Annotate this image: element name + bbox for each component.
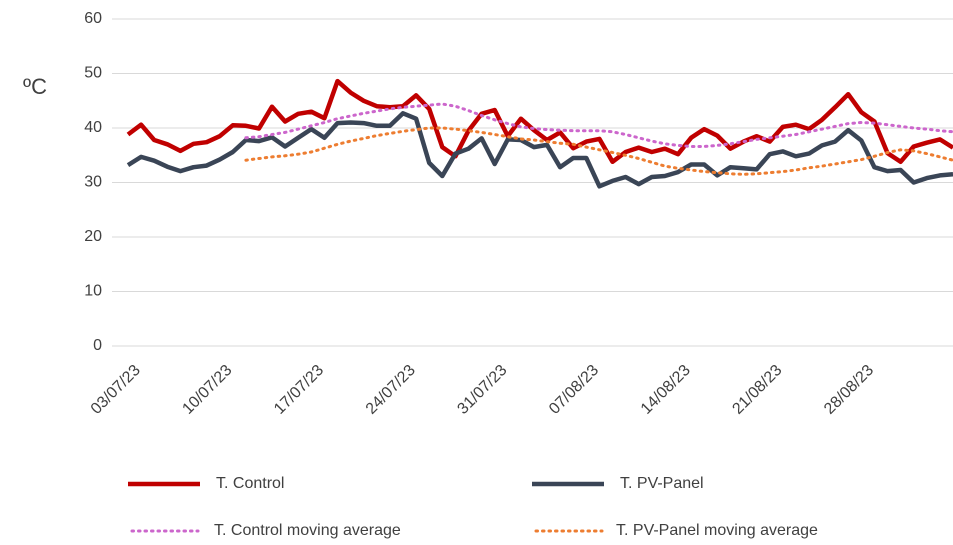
legend-label: T. PV-Panel moving average: [616, 522, 818, 539]
x-tick-label: 28/08/23: [821, 362, 877, 418]
x-tick-label: 31/07/23: [454, 362, 510, 418]
y-tick-label: 30: [84, 174, 102, 191]
series-line: [126, 78, 953, 165]
x-tick-label: 21/08/23: [729, 362, 785, 418]
legend-label: T. PV-Panel: [620, 475, 704, 492]
legend-label: T. Control: [216, 475, 284, 492]
series-line: [126, 111, 953, 189]
y-tick-label: 50: [84, 65, 102, 82]
x-tick-label: 24/07/23: [363, 362, 419, 418]
y-tick-label: 10: [84, 283, 102, 300]
y-tick-label: 0: [93, 337, 102, 354]
y-tick-label: 20: [84, 228, 102, 245]
x-tick-label: 10/07/23: [179, 362, 235, 418]
x-tick-label: 17/07/23: [271, 362, 327, 418]
series-line: [244, 126, 953, 176]
y-tick-label: 40: [84, 119, 102, 136]
y-tick-label: 60: [84, 10, 102, 27]
x-tick-label: 03/07/23: [88, 362, 144, 418]
y-axis-label: ºC: [23, 74, 47, 99]
legend-label: T. Control moving average: [214, 522, 401, 539]
x-tick-label: 14/08/23: [638, 362, 694, 418]
x-tick-label: 07/08/23: [546, 362, 602, 418]
series-line: [244, 102, 953, 148]
